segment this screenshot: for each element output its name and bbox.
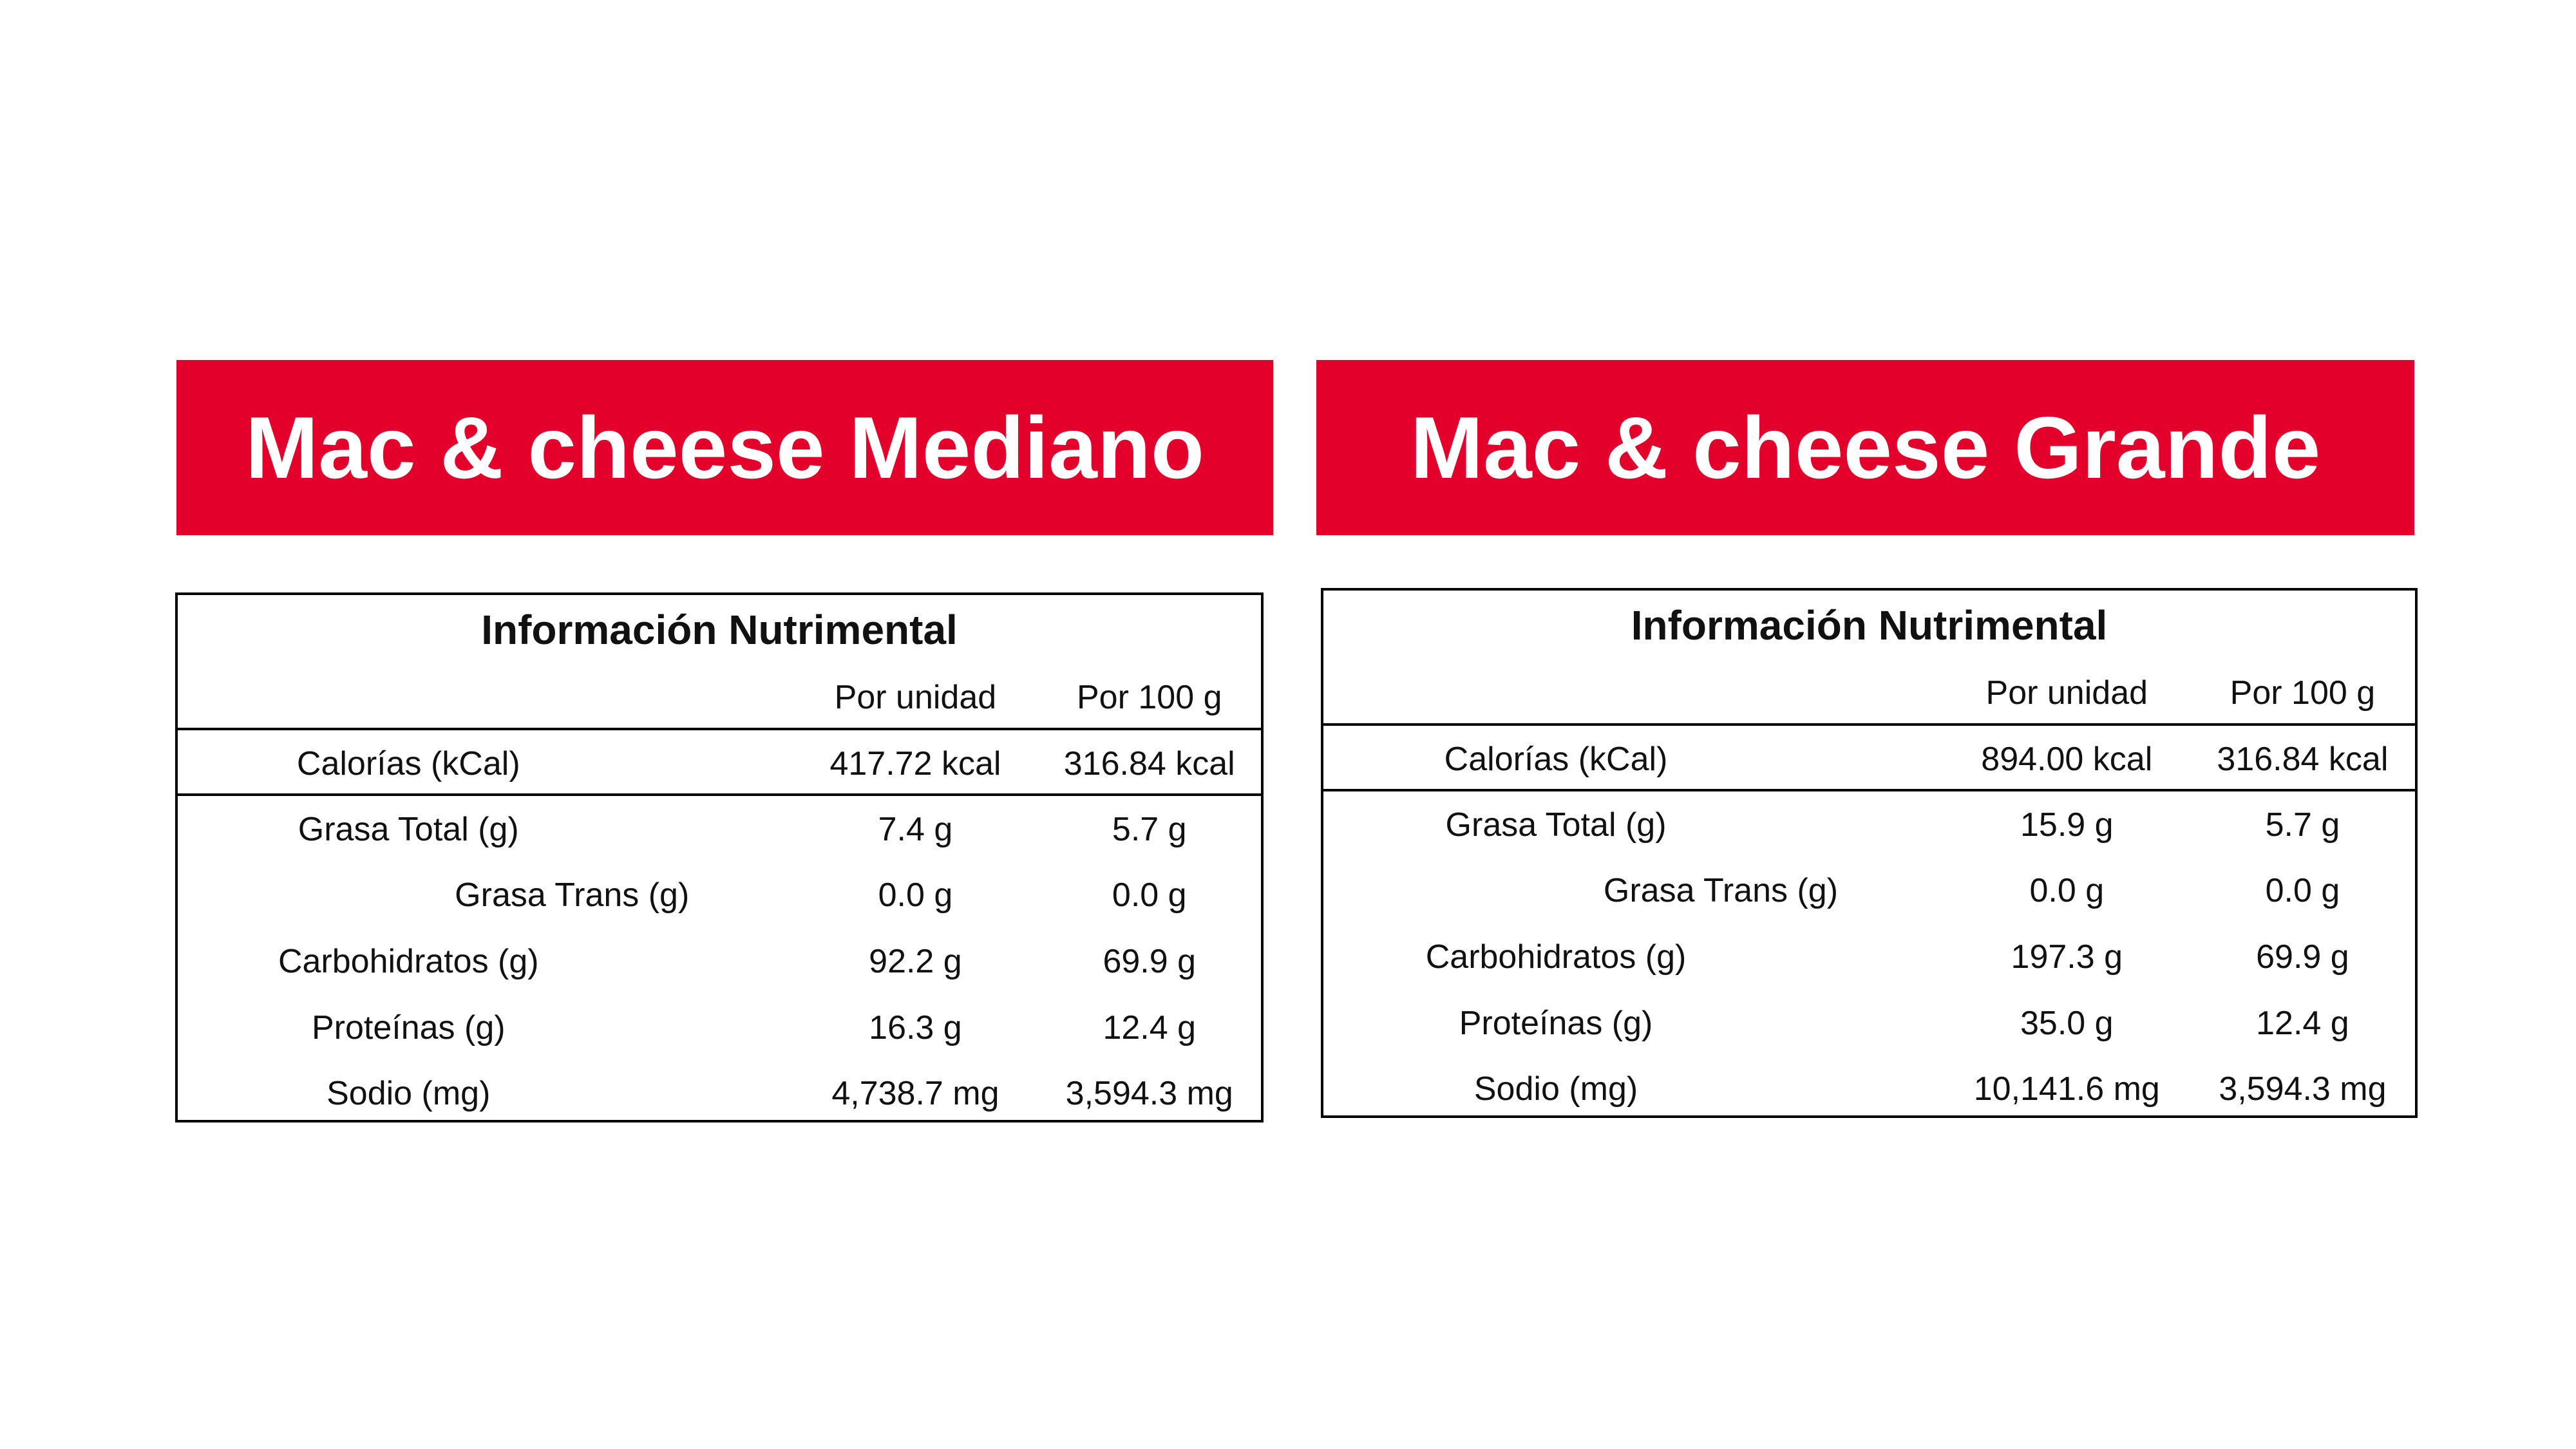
value-per-100g: 12.4 g bbox=[1103, 1009, 1197, 1046]
nutrient-label: Sodio (mg) bbox=[327, 1075, 491, 1112]
value-per-unit: 15.9 g bbox=[2020, 806, 2114, 844]
value-per-unit: 35.0 g bbox=[2020, 1005, 2114, 1042]
column-header: Por 100 g bbox=[1077, 679, 1222, 716]
table-heading: Información Nutrimental bbox=[481, 607, 958, 653]
divider bbox=[178, 793, 1261, 796]
value-per-unit: 4,738.7 mg bbox=[831, 1075, 999, 1112]
nutrient-label: Grasa Total (g) bbox=[1445, 806, 1667, 844]
value-per-100g: 3,594.3 mg bbox=[2219, 1070, 2387, 1108]
nutrient-label: Grasa Total (g) bbox=[298, 811, 519, 848]
nutrient-label: Grasa Trans (g) bbox=[455, 876, 690, 914]
divider bbox=[1323, 789, 2415, 791]
divider bbox=[1323, 723, 2415, 726]
value-per-100g: 0.0 g bbox=[2265, 872, 2340, 909]
value-per-100g: 69.9 g bbox=[2256, 938, 2349, 976]
column-header: Por unidad bbox=[1985, 674, 2148, 712]
nutrition-table: Información Nutrimental Por unidad Por 100… bbox=[175, 592, 1264, 1122]
nutrient-label: Calorías (kCal) bbox=[296, 745, 520, 782]
nutrient-label: Carbohidratos (g) bbox=[1425, 938, 1687, 976]
value-per-unit: 16.3 g bbox=[869, 1009, 962, 1046]
value-per-100g: 0.0 g bbox=[1112, 876, 1187, 914]
nutrient-label: Proteínas (g) bbox=[311, 1009, 506, 1046]
nutrient-label: Proteínas (g) bbox=[1459, 1005, 1653, 1042]
value-per-100g: 69.9 g bbox=[1103, 943, 1197, 980]
value-per-unit: 417.72 kcal bbox=[829, 745, 1001, 782]
value-per-100g: 316.84 kcal bbox=[2217, 741, 2389, 778]
nutrition-table: Información Nutrimental Por unidad Por 100… bbox=[1321, 588, 2418, 1118]
value-per-100g: 3,594.3 mg bbox=[1065, 1075, 1233, 1112]
value-per-100g: 12.4 g bbox=[2256, 1005, 2349, 1042]
nutrient-label: Grasa Trans (g) bbox=[1603, 872, 1839, 909]
value-per-unit: 7.4 g bbox=[878, 811, 953, 848]
table-heading: Información Nutrimental bbox=[1631, 602, 2108, 649]
nutrient-label: Carbohidratos (g) bbox=[278, 943, 539, 980]
value-per-unit: 0.0 g bbox=[878, 876, 953, 914]
column-header: Por 100 g bbox=[2230, 674, 2376, 712]
nutrient-label: Calorías (kCal) bbox=[1444, 741, 1668, 778]
value-per-unit: 0.0 g bbox=[2029, 872, 2105, 909]
title-banner: Mac & cheese Mediano bbox=[176, 360, 1273, 535]
title-banner: Mac & cheese Grande bbox=[1316, 360, 2414, 535]
divider bbox=[178, 728, 1261, 730]
value-per-100g: 5.7 g bbox=[1112, 811, 1187, 848]
column-header: Por unidad bbox=[834, 679, 997, 716]
value-per-100g: 5.7 g bbox=[2265, 806, 2340, 844]
value-per-unit: 894.00 kcal bbox=[1981, 741, 2153, 778]
nutrient-label: Sodio (mg) bbox=[1473, 1070, 1638, 1108]
value-per-unit: 10,141.6 mg bbox=[1973, 1070, 2160, 1108]
value-per-100g: 316.84 kcal bbox=[1063, 745, 1235, 782]
value-per-unit: 197.3 g bbox=[2011, 938, 2123, 976]
value-per-unit: 92.2 g bbox=[869, 943, 962, 980]
